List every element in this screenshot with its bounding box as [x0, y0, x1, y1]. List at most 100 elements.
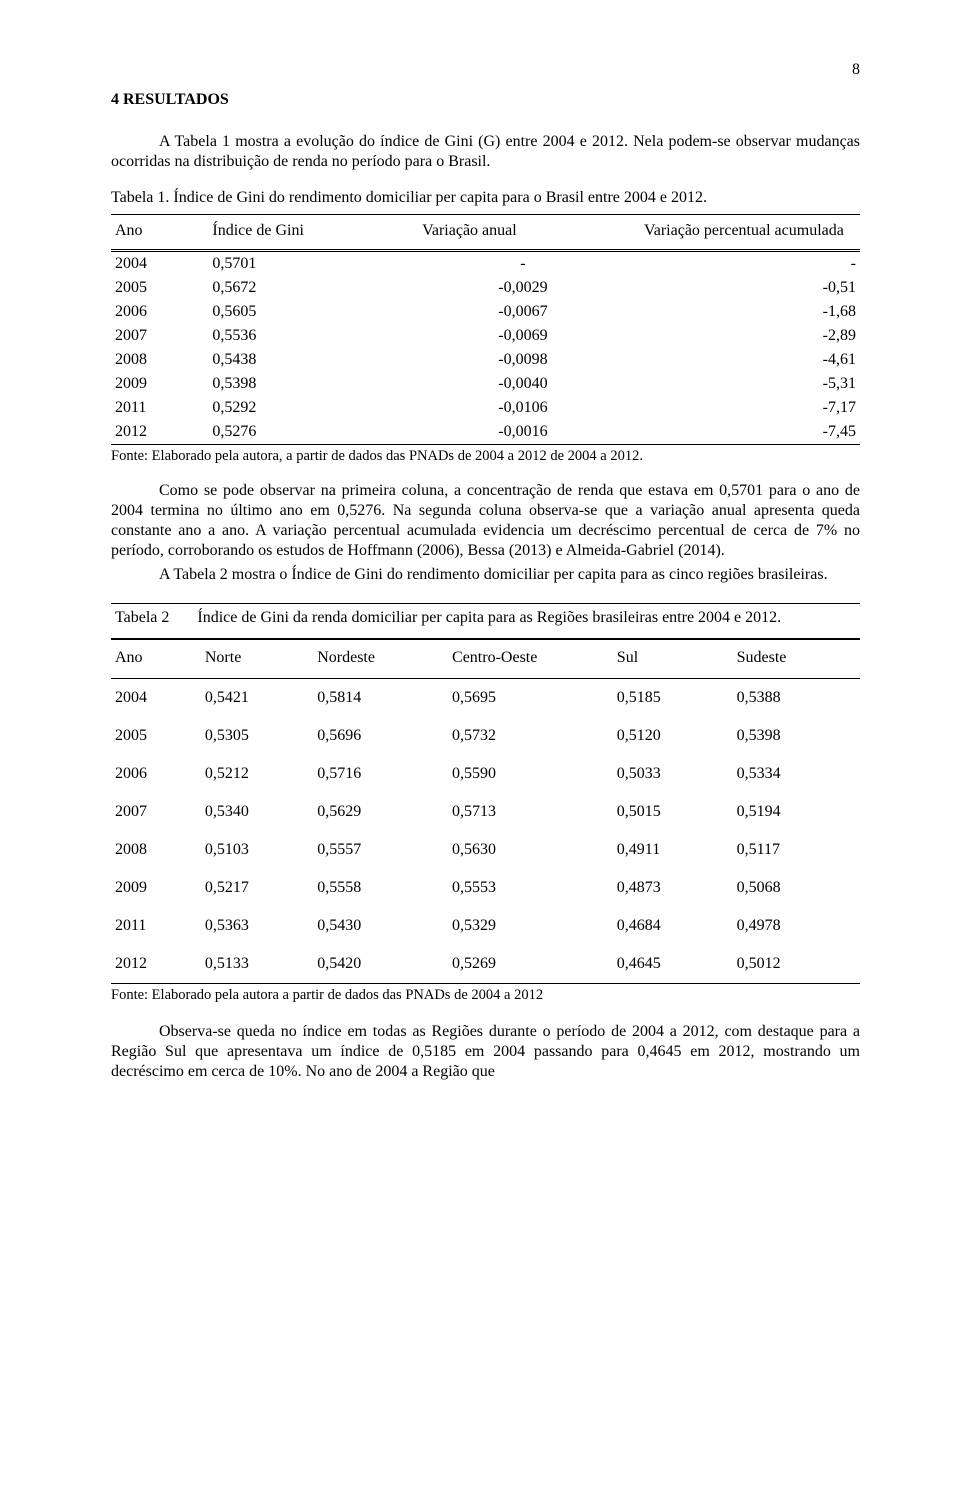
table-cell: 2009: [111, 372, 208, 396]
table-cell: 0,5558: [313, 869, 448, 907]
table-cell: 0,5629: [313, 793, 448, 831]
table-cell: 0,5292: [208, 396, 418, 420]
t2-header-ano: Ano: [111, 640, 201, 679]
table-cell: 0,5536: [208, 324, 418, 348]
table-cell: 0,5421: [201, 679, 313, 718]
table-cell: -: [418, 251, 628, 277]
table-cell: 0,5033: [613, 755, 733, 793]
table-cell: 0,5269: [448, 945, 613, 984]
table-row: 20090,5398-0,0040-5,31: [111, 372, 860, 396]
t2-header-co: Centro-Oeste: [448, 640, 613, 679]
table-cell: -: [628, 251, 860, 277]
table-cell: 2005: [111, 717, 201, 755]
table-cell: 2007: [111, 324, 208, 348]
table-cell: -7,45: [628, 420, 860, 445]
end-paragraph: Observa-se queda no índice em todas as R…: [111, 1022, 860, 1082]
table-row: 20080,51030,55570,56300,49110,5117: [111, 831, 860, 869]
table-row: 20080,5438-0,0098-4,61: [111, 348, 860, 372]
section-heading: 4 RESULTADOS: [111, 90, 860, 110]
table-cell: 0,4684: [613, 907, 733, 945]
table-cell: 0,5103: [201, 831, 313, 869]
table-cell: 2006: [111, 300, 208, 324]
table-cell: 0,5701: [208, 251, 418, 277]
table-cell: 0,5814: [313, 679, 448, 718]
table-cell: 0,5732: [448, 717, 613, 755]
table-cell: -0,0069: [418, 324, 628, 348]
mid-paragraph-2: A Tabela 2 mostra o Índice de Gini do re…: [111, 565, 860, 585]
t2-header-norte: Norte: [201, 640, 313, 679]
table-cell: 0,5133: [201, 945, 313, 984]
table-cell: -0,0098: [418, 348, 628, 372]
table-cell: -0,0040: [418, 372, 628, 396]
page-number: 8: [111, 60, 860, 80]
table-cell: 2007: [111, 793, 201, 831]
table-cell: 2008: [111, 831, 201, 869]
table-cell: 0,5420: [313, 945, 448, 984]
table-cell: 0,5334: [733, 755, 860, 793]
table-row: 20040,54210,58140,56950,51850,5388: [111, 679, 860, 718]
table-cell: 2009: [111, 869, 201, 907]
table-cell: -5,31: [628, 372, 860, 396]
table1-caption: Tabela 1. Índice de Gini do rendimento d…: [111, 188, 860, 208]
t1-header-ano: Ano: [111, 215, 208, 251]
table-cell: -0,0106: [418, 396, 628, 420]
table-cell: 2012: [111, 420, 208, 445]
table-cell: 0,5340: [201, 793, 313, 831]
table-cell: 0,5117: [733, 831, 860, 869]
table2-caption: Tabela 2 Índice de Gini da renda domicil…: [111, 603, 860, 639]
table-cell: 0,5217: [201, 869, 313, 907]
table-cell: 2005: [111, 276, 208, 300]
table-cell: 0,5363: [201, 907, 313, 945]
table-cell: 2004: [111, 679, 201, 718]
table-cell: 0,5012: [733, 945, 860, 984]
table-cell: 0,5194: [733, 793, 860, 831]
table-cell: 0,5696: [313, 717, 448, 755]
t2-header-nordeste: Nordeste: [313, 640, 448, 679]
intro-paragraph: A Tabela 1 mostra a evolução do índice d…: [111, 132, 860, 172]
table-cell: -7,17: [628, 396, 860, 420]
t1-header-var: Variação anual: [418, 215, 628, 251]
table-cell: 0,5557: [313, 831, 448, 869]
t2-header-sudeste: Sudeste: [733, 640, 860, 679]
table-row: 20050,5672-0,0029-0,51: [111, 276, 860, 300]
table-cell: 0,4645: [613, 945, 733, 984]
table-cell: -0,51: [628, 276, 860, 300]
table-cell: -0,0016: [418, 420, 628, 445]
table-cell: 2011: [111, 396, 208, 420]
table2-source: Fonte: Elaborado pela autora a partir de…: [111, 986, 860, 1004]
table-cell: 0,5716: [313, 755, 448, 793]
table-cell: 0,4911: [613, 831, 733, 869]
table-cell: 0,5398: [208, 372, 418, 396]
table-cell: 0,5713: [448, 793, 613, 831]
table-cell: 0,4978: [733, 907, 860, 945]
table-cell: 0,5553: [448, 869, 613, 907]
table-cell: 0,5398: [733, 717, 860, 755]
table-cell: 2004: [111, 251, 208, 277]
table-cell: 2008: [111, 348, 208, 372]
table-row: 20060,52120,57160,55900,50330,5334: [111, 755, 860, 793]
table-cell: 0,5605: [208, 300, 418, 324]
table-cell: 0,5185: [613, 679, 733, 718]
table-cell: 0,5120: [613, 717, 733, 755]
table-row: 20070,53400,56290,57130,50150,5194: [111, 793, 860, 831]
table-cell: 0,5068: [733, 869, 860, 907]
table-row: 20120,51330,54200,52690,46450,5012: [111, 945, 860, 984]
table-cell: 2006: [111, 755, 201, 793]
t1-header-acc: Variação percentual acumulada: [628, 215, 860, 251]
table-cell: 0,5388: [733, 679, 860, 718]
table-cell: 0,4873: [613, 869, 733, 907]
table2-caption-title: Índice de Gini da renda domiciliar per c…: [193, 604, 860, 639]
table-cell: -0,0067: [418, 300, 628, 324]
table-cell: 0,5276: [208, 420, 418, 445]
table-cell: 0,5015: [613, 793, 733, 831]
t1-header-gini: Índice de Gini: [208, 215, 418, 251]
table-cell: 0,5695: [448, 679, 613, 718]
table-row: 20070,5536-0,0069-2,89: [111, 324, 860, 348]
t2-header-sul: Sul: [613, 640, 733, 679]
table-cell: 2012: [111, 945, 201, 984]
table-cell: -1,68: [628, 300, 860, 324]
table-row: 20110,5292-0,0106-7,17: [111, 396, 860, 420]
table-1: Ano Índice de Gini Variação anual Variaç…: [111, 214, 860, 445]
table-row: 20060,5605-0,0067-1,68: [111, 300, 860, 324]
table-cell: 0,5630: [448, 831, 613, 869]
